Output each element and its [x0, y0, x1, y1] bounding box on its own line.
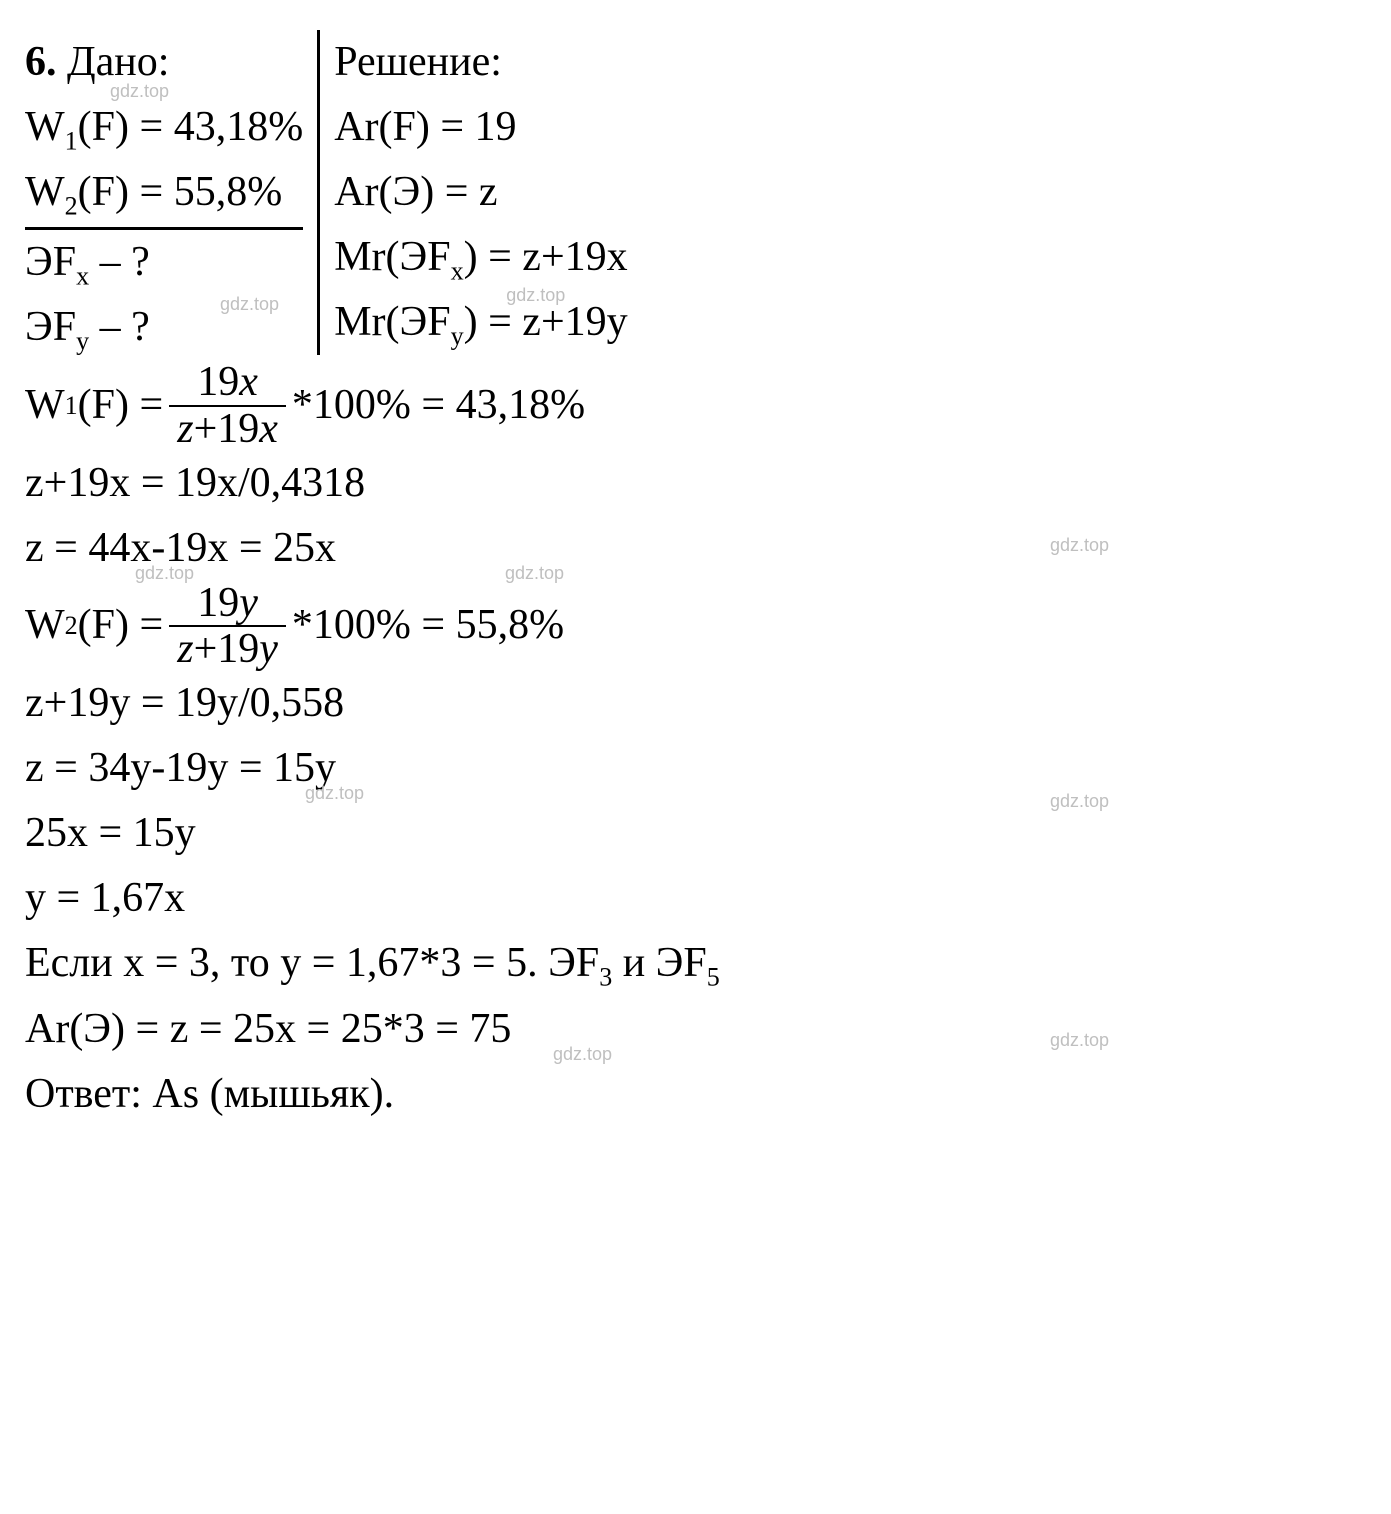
- w2-f-eq: (F) =: [78, 593, 164, 658]
- num-var: x: [239, 359, 258, 405]
- given-column: 6. Дано: gdz.top W1(F) = 43,18% W2(F) = …: [25, 30, 317, 360]
- subscript-3: 3: [599, 963, 612, 992]
- find-efx: ЭFx – ?: [25, 230, 303, 295]
- eq-text: z = 34y-19y = 15y: [25, 745, 336, 791]
- given-solution-block: 6. Дано: gdz.top W1(F) = 43,18% W2(F) = …: [25, 30, 1366, 360]
- subscript-x: x: [451, 257, 464, 286]
- eq-z19x: z+19x = 19x/0,4318: [25, 451, 1366, 516]
- mr-efy: Mr(ЭFy) = z+19y gdz.top: [334, 290, 627, 355]
- eq-z-15y: z = 34y-19y = 15y gdz.top gdz.top: [25, 736, 1366, 801]
- w1-arg: (F): [78, 104, 129, 150]
- subscript-2: 2: [65, 192, 78, 221]
- w-symbol: W: [25, 373, 65, 438]
- answer-line: Ответ: As (мышьяк).: [25, 1062, 1366, 1127]
- w1-f-eq: (F) =: [78, 373, 164, 438]
- numerator: 19y: [189, 581, 266, 625]
- given-label: Дано:: [67, 39, 169, 85]
- ef-symbol: ЭF: [25, 304, 76, 350]
- if-text: Если x = 3, то y = 1,67*3 = 5. ЭF: [25, 940, 599, 986]
- den-var-z: z: [177, 626, 193, 672]
- denominator: z+19x: [169, 405, 286, 451]
- solution-column: Решение: Ar(F) = 19 Ar(Э) = z Mr(ЭFx) = …: [317, 30, 627, 355]
- w2-value: = 55,8%: [129, 169, 282, 215]
- den-const: +19: [194, 406, 260, 452]
- eq-tail: *100% = 43,18%: [292, 373, 585, 438]
- w-symbol: W: [25, 593, 65, 658]
- ar-f: Ar(F) = 19: [334, 95, 627, 160]
- mr-label: Mr(ЭF: [334, 299, 450, 345]
- mr-efy-value: ) = z+19y: [464, 299, 628, 345]
- document-root: 6. Дано: gdz.top W1(F) = 43,18% W2(F) = …: [25, 30, 1366, 1127]
- eq-tail: *100% = 55,8%: [292, 593, 564, 658]
- den-var-y: y: [259, 626, 278, 672]
- subscript-y: y: [451, 322, 464, 351]
- fraction-2: 19y z+19y: [169, 581, 286, 671]
- given-w2: W2(F) = 55,8%: [25, 160, 303, 230]
- eq-z-25x: z = 44x-19x = 25x gdz.top gdz.top gdz.to…: [25, 516, 1366, 581]
- numerator: 19x: [189, 360, 266, 404]
- mr-efx-value: ) = z+19x: [464, 234, 628, 280]
- and-text: и ЭF: [612, 940, 707, 986]
- num-const: 19: [197, 580, 239, 626]
- num-var: y: [239, 580, 258, 626]
- subscript-y: y: [76, 327, 89, 356]
- eq-z19y: z+19y = 19y/0,558: [25, 671, 1366, 736]
- problem-number: 6.: [25, 39, 57, 85]
- eq-text: z = 44x-19x = 25x: [25, 525, 336, 571]
- question-mark: – ?: [89, 239, 150, 285]
- subscript-1: 1: [65, 126, 78, 155]
- eq-w1-fraction: W1(F) = 19x z+19x *100% = 43,18%: [25, 360, 1366, 450]
- eq-text: Ar(Э) = z = 25x = 25*3 = 75: [25, 1006, 511, 1052]
- ef-symbol: ЭF: [25, 239, 76, 285]
- body-calculations: W1(F) = 19x z+19x *100% = 43,18% z+19x =…: [25, 360, 1366, 1126]
- given-w1: W1(F) = 43,18%: [25, 95, 303, 160]
- question-mark: – ?: [89, 304, 150, 350]
- watermark: gdz.top: [1050, 532, 1109, 560]
- den-var-x: x: [259, 406, 278, 452]
- mr-efx: Mr(ЭFx) = z+19x: [334, 225, 627, 290]
- eq-if-x3: Если x = 3, то y = 1,67*3 = 5. ЭF3 и ЭF5: [25, 931, 1366, 996]
- w2-arg: (F): [78, 169, 129, 215]
- given-header: 6. Дано: gdz.top: [25, 30, 303, 95]
- eq-25x-15y: 25x = 15y: [25, 801, 1366, 866]
- w-symbol: W: [25, 104, 65, 150]
- find-efy: ЭFy – ? gdz.top: [25, 295, 303, 360]
- subscript-5: 5: [707, 963, 720, 992]
- w1-value: = 43,18%: [129, 104, 303, 150]
- eq-ar-e-75: Ar(Э) = z = 25x = 25*3 = 75 gdz.top gdz.…: [25, 997, 1366, 1062]
- den-const: +19: [194, 626, 260, 672]
- w-symbol: W: [25, 169, 65, 215]
- fraction-1: 19x z+19x: [169, 360, 286, 450]
- denominator: z+19y: [169, 625, 286, 671]
- solution-header: Решение:: [334, 30, 627, 95]
- watermark: gdz.top: [1050, 1027, 1109, 1055]
- mr-label: Mr(ЭF: [334, 234, 450, 280]
- eq-w2-fraction: W2(F) = 19y z+19y *100% = 55,8%: [25, 581, 1366, 671]
- watermark: gdz.top: [220, 291, 279, 319]
- den-var-z: z: [177, 406, 193, 452]
- num-const: 19: [197, 359, 239, 405]
- subscript-x: x: [76, 262, 89, 291]
- eq-y-167x: y = 1,67x: [25, 866, 1366, 931]
- ar-e: Ar(Э) = z: [334, 160, 627, 225]
